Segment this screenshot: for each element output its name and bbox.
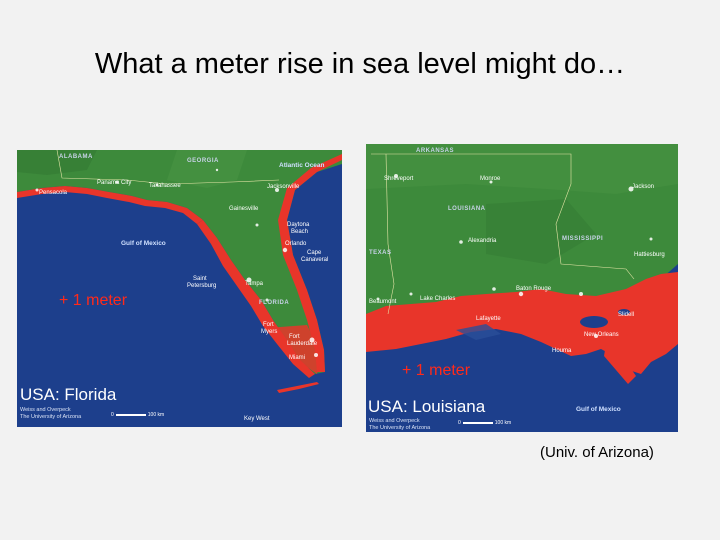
louisiana-credit-line2: The University of Arizona <box>369 424 431 431</box>
label-lake-charles: Lake Charles <box>420 296 456 302</box>
label-hattiesburg: Hattiesburg <box>634 252 665 258</box>
label-gainesville: Gainesville <box>229 206 259 212</box>
florida-region-title: USA: Florida <box>20 385 117 404</box>
louisiana-scale-end: 100 km <box>494 420 512 426</box>
label-orlando: Orlando <box>285 241 307 247</box>
label-alabama: ALABAMA <box>59 154 93 160</box>
label-jackson: Jackson <box>632 184 655 190</box>
label-louisiana-state: LOUISIANA <box>448 206 486 212</box>
label-texas: TEXAS <box>369 250 392 256</box>
louisiana-map-graphic <box>366 144 678 384</box>
label-daytona-beach: Beach <box>291 229 309 235</box>
label-arkansas: ARKANSAS <box>416 148 455 154</box>
florida-flood-atlantic <box>278 154 342 372</box>
label-gulf-of-mexico: Gulf of Mexico <box>121 240 166 247</box>
florida-credit-line2: The University of Arizona <box>20 413 82 420</box>
label-tallahassee: Tallahassee <box>149 183 181 189</box>
label-gulf-of-mexico-la: Gulf of Mexico <box>576 406 621 413</box>
label-key-west: Key West <box>244 416 270 422</box>
louisiana-scale-start: 0 <box>458 420 461 426</box>
label-shreveport: Shreveport <box>384 176 414 182</box>
florida-land <box>17 150 342 374</box>
label-mississippi: MISSISSIPPI <box>562 236 604 242</box>
label-fort-myers: Fort <box>263 322 274 328</box>
florida-scale-bar: 0 100 km <box>111 412 164 418</box>
florida-meter-label: + 1 meter <box>59 292 128 309</box>
florida-map: ALABAMA GEORGIA Atlantic Ocean Pensacola… <box>17 150 342 427</box>
label-petersburg: Petersburg <box>187 283 217 289</box>
florida-scale-end: 100 km <box>147 412 165 418</box>
source-credit: (Univ. of Arizona) <box>540 444 654 461</box>
florida-credit-line1: Weiss and Overpeck <box>20 407 71 413</box>
label-atlantic-ocean: Atlantic Ocean <box>279 162 325 169</box>
florida-credit: Weiss and Overpeck The University of Ari… <box>20 407 81 420</box>
louisiana-credit: Weiss and Overpeck The University of Ari… <box>369 418 430 431</box>
label-fort-lauderdale: Fort <box>289 334 300 340</box>
label-new-orleans: New Orleans <box>584 332 619 338</box>
louisiana-credit-line1: Weiss and Overpeck <box>369 418 420 424</box>
label-slidell: Slidell <box>618 312 635 318</box>
label-canaveral: Canaveral <box>301 257 329 263</box>
label-fort-lauderdale-2: Lauderdale <box>287 341 318 347</box>
florida-map-graphic <box>17 150 342 393</box>
label-alexandria: Alexandria <box>468 238 497 244</box>
label-florida-state: FLORIDA <box>259 300 290 306</box>
label-jacksonville: Jacksonville <box>267 184 300 190</box>
label-lafayette: Lafayette <box>476 316 501 322</box>
label-georgia: GEORGIA <box>187 158 219 164</box>
louisiana-flood <box>366 272 678 374</box>
louisiana-map: ARKANSAS Shreveport Monroe Jackson LOUIS… <box>366 144 678 432</box>
label-fort-myers-2: Myers <box>261 329 278 335</box>
label-panama-city: Panama City <box>97 180 132 186</box>
label-monroe: Monroe <box>480 176 501 182</box>
label-tampa: Tampa <box>245 281 264 287</box>
label-cape: Cape <box>307 250 322 256</box>
label-miami: Miami <box>289 355 305 361</box>
label-daytona: Daytona <box>287 222 310 228</box>
label-pensacola: Pensacola <box>39 190 68 196</box>
louisiana-meter-label: + 1 meter <box>402 362 471 379</box>
louisiana-region-title: USA: Louisiana <box>368 397 486 416</box>
label-baton-rouge: Baton Rouge <box>516 286 552 292</box>
florida-scale-start: 0 <box>111 412 114 418</box>
label-houma: Houma <box>552 348 572 354</box>
label-saint: Saint <box>193 276 207 282</box>
slide-title: What a meter rise in sea level might do… <box>94 48 626 80</box>
louisiana-scale-bar: 0 100 km <box>458 420 511 426</box>
label-beaumont: Beaumont <box>369 299 397 305</box>
